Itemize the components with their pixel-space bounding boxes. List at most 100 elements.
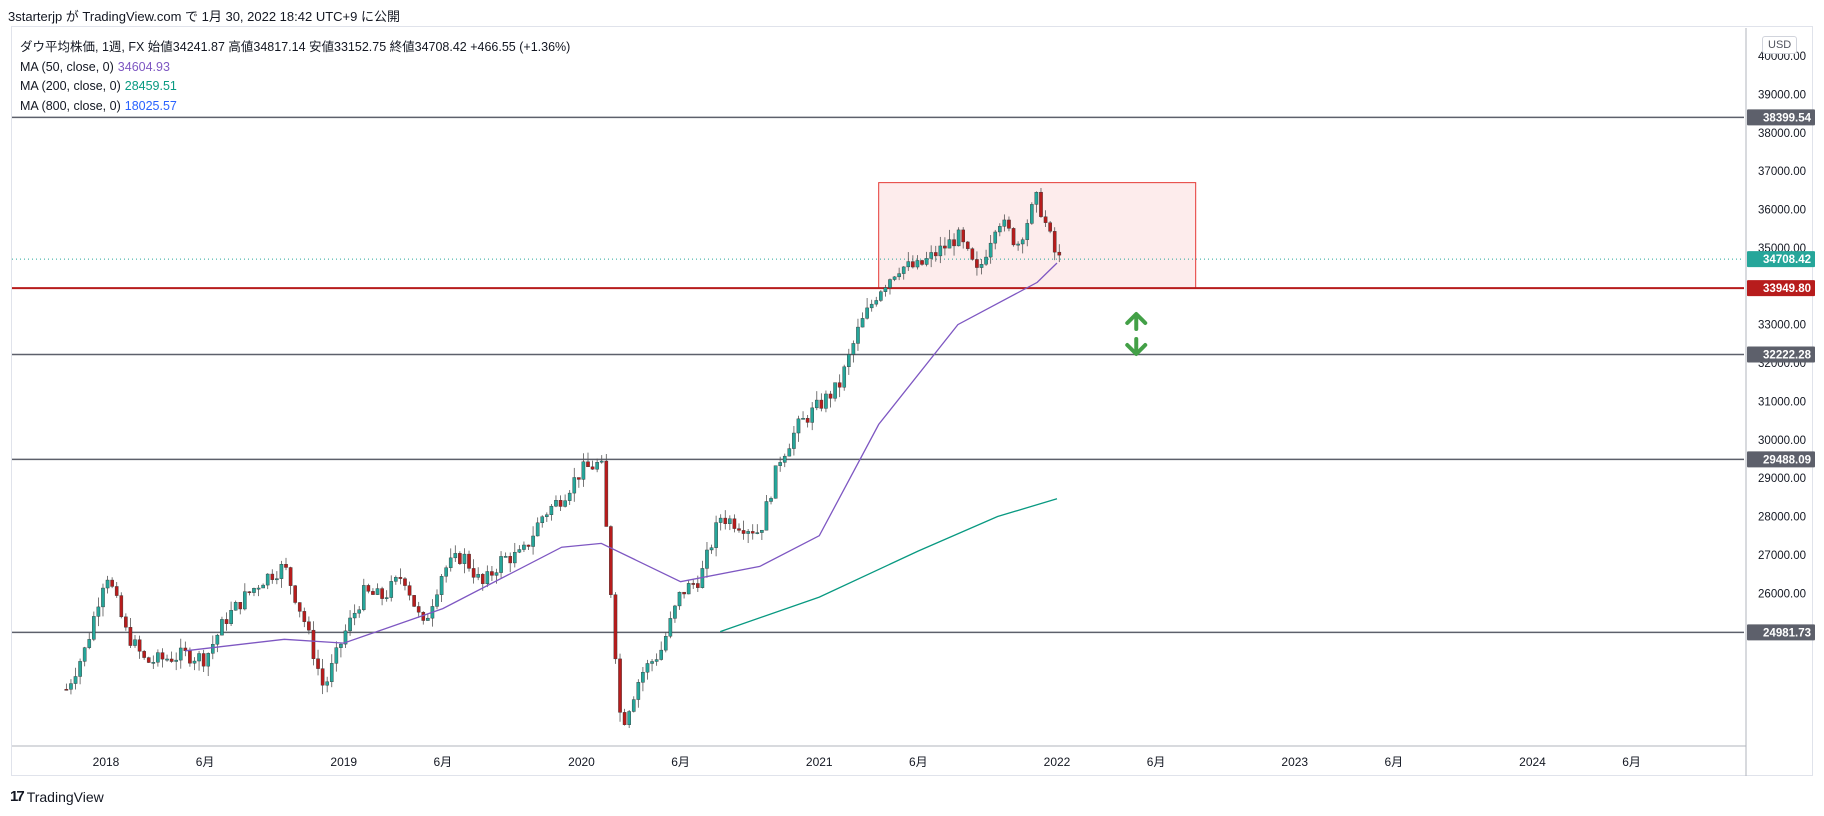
candle-body bbox=[901, 266, 906, 274]
candle-body bbox=[924, 258, 929, 265]
candle-body bbox=[705, 549, 709, 569]
candle-body bbox=[462, 553, 467, 564]
candle-body bbox=[508, 556, 513, 564]
currency-badge[interactable]: USD bbox=[1762, 36, 1798, 54]
price-tick-label: 31000.00 bbox=[1758, 396, 1806, 408]
candle-body bbox=[96, 606, 101, 617]
legend-ma50-value: 34604.93 bbox=[117, 59, 170, 74]
candle-body bbox=[215, 634, 220, 645]
candle-body bbox=[1057, 251, 1062, 256]
candle-body bbox=[210, 644, 215, 654]
candle-body bbox=[416, 606, 421, 613]
candle-body bbox=[252, 588, 256, 593]
candle-body bbox=[485, 571, 490, 584]
candle-body bbox=[906, 261, 911, 268]
candle-body bbox=[723, 517, 728, 524]
price-tick-label: 36000.00 bbox=[1758, 205, 1806, 217]
candle-body bbox=[682, 591, 686, 595]
candle-body bbox=[737, 528, 741, 531]
time-tick-label: 2021 bbox=[806, 755, 833, 769]
tradingview-logo[interactable]: 17 TradingView bbox=[10, 788, 104, 805]
time-tick-label: 2022 bbox=[1044, 755, 1071, 769]
candle-body bbox=[851, 343, 856, 355]
candle-body bbox=[389, 581, 394, 598]
candle-body bbox=[366, 585, 371, 592]
legend-ma800-value: 18025.57 bbox=[124, 98, 177, 113]
candle-body bbox=[517, 549, 522, 553]
time-tick-label: 2019 bbox=[330, 755, 357, 769]
candle-body bbox=[558, 500, 563, 507]
candle-body bbox=[398, 577, 403, 579]
candle-body bbox=[69, 683, 73, 690]
candle-body bbox=[261, 584, 265, 589]
candle-body bbox=[595, 462, 599, 470]
candle-body bbox=[453, 553, 458, 559]
candle-body bbox=[824, 393, 828, 409]
publish-caption: 3starterjp が TradingView.com で 1月 30, 20… bbox=[8, 9, 400, 24]
candle-body bbox=[526, 544, 531, 547]
candle-body bbox=[229, 610, 233, 624]
candle-body bbox=[631, 699, 636, 712]
candle-body bbox=[814, 399, 819, 409]
level-price-tag-bg bbox=[1747, 346, 1815, 363]
candle-body bbox=[810, 407, 815, 423]
candle-body bbox=[467, 553, 471, 569]
level-price-tag-bg bbox=[1747, 624, 1815, 641]
candle-body bbox=[137, 639, 142, 652]
support-price-tag: 33949.80 bbox=[1763, 283, 1811, 295]
candle-body bbox=[1043, 216, 1048, 223]
price-tick-label: 26000.00 bbox=[1758, 588, 1806, 600]
candle-body bbox=[773, 465, 778, 499]
candle-body bbox=[192, 660, 197, 664]
chart-frame[interactable] bbox=[11, 26, 1813, 776]
ma200-line bbox=[719, 498, 1058, 633]
candle-body bbox=[1048, 222, 1052, 232]
candle-body bbox=[549, 505, 554, 515]
candle-body bbox=[805, 418, 810, 423]
tradingview-logo-icon: 17 bbox=[10, 788, 25, 805]
candle-body bbox=[343, 630, 348, 645]
candle-body bbox=[938, 245, 943, 257]
candle-body bbox=[677, 591, 682, 607]
candle-body bbox=[297, 602, 302, 612]
candle-body bbox=[792, 432, 796, 449]
candle-body bbox=[371, 591, 375, 595]
candle-body bbox=[563, 500, 567, 507]
candle-body bbox=[151, 662, 156, 664]
candle-body bbox=[531, 535, 535, 547]
plot-layer bbox=[12, 116, 1744, 729]
candle-body bbox=[1039, 191, 1043, 217]
candle-body bbox=[654, 659, 659, 662]
candle-body bbox=[883, 287, 888, 292]
candle-body bbox=[471, 568, 476, 578]
candle-body bbox=[714, 522, 718, 548]
legend-ma800[interactable]: MA (800, close, 0) 18025.57 bbox=[20, 97, 570, 117]
price-tick-label: 33000.00 bbox=[1758, 320, 1806, 332]
candle-body bbox=[480, 574, 485, 584]
candle-body bbox=[307, 621, 311, 631]
candle-body bbox=[1007, 219, 1011, 229]
candle-body bbox=[1016, 243, 1020, 246]
candle-body bbox=[490, 571, 494, 576]
candle-body bbox=[101, 587, 105, 608]
time-tick-label: 2018 bbox=[93, 755, 120, 769]
support-price-tag-bg bbox=[1747, 280, 1815, 297]
legend-ma200[interactable]: MA (200, close, 0) 28459.51 bbox=[20, 77, 570, 97]
candle-body bbox=[114, 586, 119, 596]
candle-body bbox=[943, 245, 947, 249]
candle-body bbox=[1030, 204, 1034, 224]
candle-body bbox=[641, 671, 645, 683]
candle-body bbox=[247, 591, 252, 594]
candle-body bbox=[535, 522, 540, 537]
candle-body bbox=[142, 651, 146, 658]
candle-body bbox=[375, 588, 380, 595]
candle-body bbox=[782, 455, 787, 463]
candle-body bbox=[1025, 223, 1030, 240]
candle-body bbox=[778, 462, 782, 466]
candle-body bbox=[380, 588, 384, 599]
candle-body bbox=[622, 712, 627, 725]
legend-ma50[interactable]: MA (50, close, 0) 34604.93 bbox=[20, 58, 570, 78]
time-tick-label: 6月 bbox=[1147, 755, 1166, 769]
price-tick-label: 28000.00 bbox=[1758, 512, 1806, 524]
